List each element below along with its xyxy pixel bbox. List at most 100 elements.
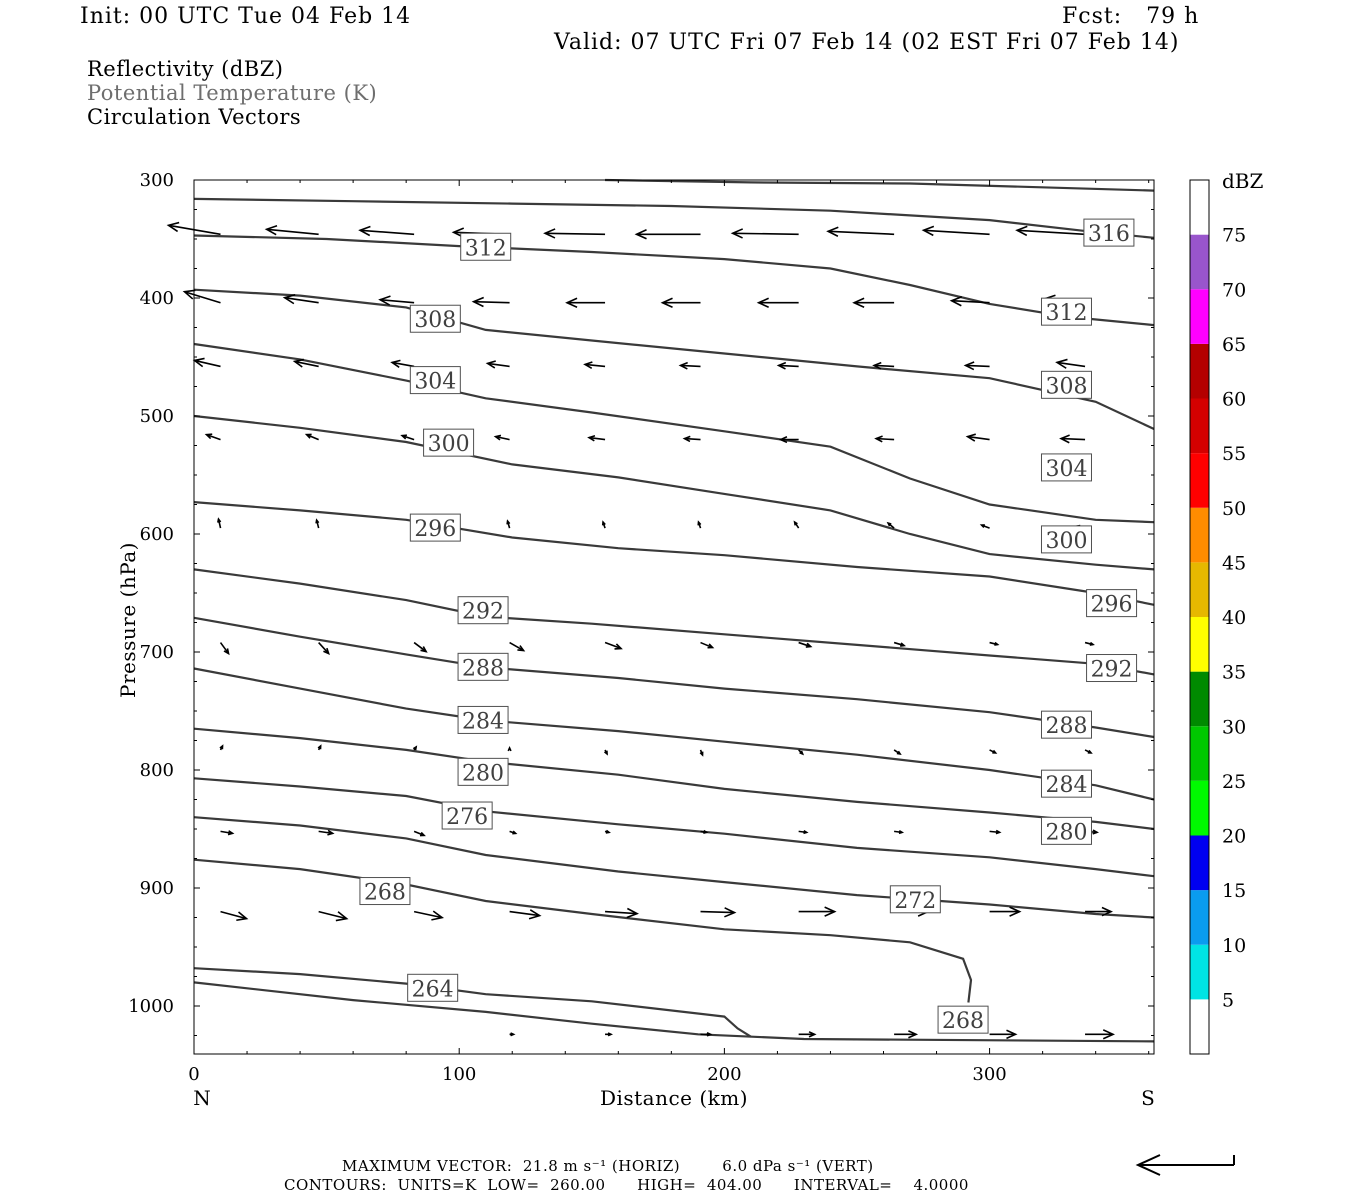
contour-label-text: 276: [446, 805, 488, 830]
vector-arrow: [979, 524, 990, 529]
circulation-vectors: [166, 221, 1115, 1040]
vector-arrow: [318, 642, 330, 656]
contour-label: 268: [937, 1005, 989, 1034]
colorbar-segment: [1190, 343, 1209, 399]
colorbar-level-label: 15: [1222, 880, 1246, 902]
vector-arrow: [798, 641, 813, 648]
contour-label-text: 284: [462, 709, 504, 734]
vector-arrow: [798, 1031, 817, 1038]
contour-label-text: 280: [1045, 820, 1087, 845]
contour-304: [193, 342, 1155, 524]
contour-268: [193, 858, 973, 1003]
vector-arrow: [413, 830, 426, 837]
vector-arrow: [989, 1029, 1018, 1040]
vector-arrow: [412, 745, 418, 751]
vector-arrow: [166, 221, 221, 236]
contour-labels: 264 268 268 272 276 280 280 284 284 288 288 292 292 2…: [359, 218, 1138, 1034]
vector-arrow: [798, 749, 805, 756]
y-tick-label: 800: [140, 760, 174, 781]
contour-300: [193, 414, 1155, 571]
field-potential-temperature-title: Potential Temperature (K): [87, 81, 378, 105]
vector-arrow: [601, 520, 606, 529]
colorbar-segment: [1190, 780, 1209, 836]
contour-label: 288: [457, 652, 509, 681]
contour-label: 292: [457, 596, 509, 625]
vector-arrow: [220, 910, 249, 922]
north-end-label: N: [193, 1086, 211, 1110]
plot-frame: [193, 179, 1155, 1055]
max-vector-note: MAXIMUM VECTOR: 21.8 m s⁻¹ (HORIZ) 6.0 d…: [342, 1157, 874, 1175]
vector-arrow: [604, 907, 639, 919]
vector-arrow: [886, 521, 895, 529]
vector-arrow: [509, 1032, 516, 1037]
contour-label-text: 296: [1091, 593, 1133, 618]
south-end-label: S: [1141, 1086, 1155, 1110]
vector-arrow: [219, 642, 230, 656]
contour-label-text: 284: [1045, 773, 1087, 798]
colorbar-segment: [1190, 507, 1209, 563]
vector-arrow: [506, 519, 511, 529]
contour-312: [193, 234, 1155, 327]
vector-arrow: [963, 361, 990, 371]
vector-arrow: [509, 909, 542, 920]
colorbar-segment: [1190, 671, 1209, 727]
contour-292: [193, 568, 1155, 676]
vector-arrow: [872, 361, 895, 370]
vector-arrow: [678, 361, 701, 370]
contour-label: 268: [359, 877, 411, 906]
vector-arrow: [182, 289, 221, 304]
contour-label: 284: [457, 705, 509, 734]
colorbar-level-label: 10: [1222, 935, 1246, 957]
vector-arrow: [700, 1032, 713, 1037]
contour-label: 296: [409, 513, 461, 542]
reference-vector: [1135, 1154, 1235, 1176]
colorbar-segment: [1190, 944, 1209, 1000]
vector-arrow: [400, 434, 415, 441]
contour-label-text: 296: [414, 517, 456, 542]
vector-arrow: [509, 830, 518, 835]
contour-label: 296: [1086, 589, 1138, 618]
vector-arrow: [682, 435, 701, 443]
contour-label: 276: [441, 801, 493, 830]
colorbar-level-label: 35: [1222, 662, 1246, 684]
vector-arrow: [219, 744, 224, 751]
contour-276: [193, 777, 1155, 878]
contour-label: 312: [1040, 297, 1092, 326]
contour-label-text: 312: [1045, 301, 1087, 326]
vector-arrow: [507, 745, 512, 752]
colorbar-segment: [1190, 726, 1209, 781]
y-tick-label: 900: [140, 878, 174, 899]
vector-arrow: [603, 749, 608, 756]
vector-arrow: [378, 295, 415, 306]
contour-label: 312: [460, 232, 512, 261]
vector-arrow: [318, 829, 335, 836]
x-tick-label: 0: [188, 1064, 199, 1085]
contour-272: [193, 816, 1155, 919]
colorbar-segment: [1190, 835, 1209, 891]
contour-label: 284: [1040, 769, 1092, 798]
valid-time: Valid: 07 UTC Fri 07 Feb 14 (02 EST Fri …: [554, 30, 1180, 55]
contour-label-text: 300: [428, 432, 470, 457]
colorbar-title: dBZ: [1222, 169, 1264, 193]
contour-label: 292: [1086, 654, 1138, 683]
contour-label-text: 272: [894, 889, 936, 914]
vector-arrow: [217, 517, 222, 529]
contour-268: [193, 981, 1155, 1043]
init-time: Init: 00 UTC Tue 04 Feb 14: [80, 4, 412, 29]
vector-arrow: [583, 361, 606, 369]
y-axis-label: Pressure (hPa): [116, 542, 140, 698]
vector-arrow: [852, 297, 895, 308]
vector-arrow: [776, 361, 799, 370]
contour-label: 304: [1040, 453, 1092, 482]
colorbar-level-label: 25: [1222, 771, 1246, 793]
vector-arrow: [798, 906, 837, 917]
vector-arrow: [697, 520, 702, 529]
potential-temperature-contours: [193, 178, 1155, 1043]
y-tick-label: 500: [140, 406, 174, 427]
contour-label: 280: [1040, 816, 1092, 845]
contour-label: 264: [407, 973, 459, 1002]
colorbar-segment: [1190, 617, 1209, 672]
vector-arrow: [1085, 906, 1113, 917]
contour-label-text: 288: [1045, 714, 1087, 739]
